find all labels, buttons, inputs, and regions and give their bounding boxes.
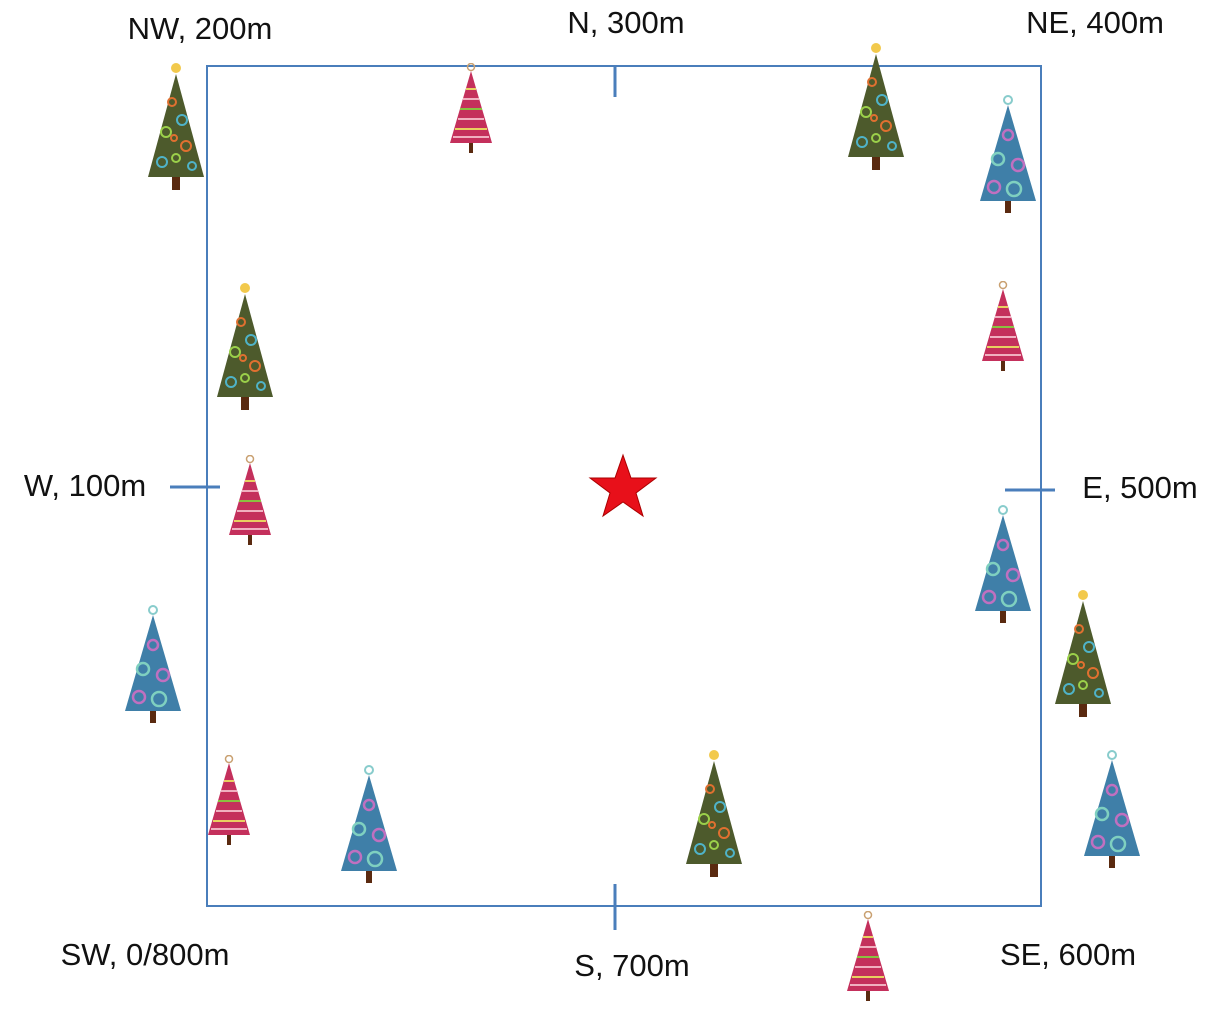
label-e: E, 500m (1082, 470, 1197, 505)
tree (216, 282, 274, 411)
label-ne: NE, 400m (1026, 5, 1164, 40)
tree (978, 95, 1038, 215)
label-s: S, 700m (574, 948, 689, 983)
tree (981, 281, 1025, 372)
label-n: N, 300m (567, 5, 684, 40)
tree (685, 749, 743, 878)
tree (847, 42, 905, 171)
label-se: SE, 600m (1000, 937, 1136, 972)
label-w: W, 100m (24, 468, 146, 503)
tree (1054, 589, 1112, 718)
tree (123, 605, 183, 725)
center-star (588, 453, 658, 518)
tree (846, 911, 890, 1002)
label-nw: NW, 200m (128, 11, 273, 46)
tree (339, 765, 399, 885)
tree (449, 63, 493, 154)
tree (973, 505, 1033, 625)
tree (207, 755, 251, 846)
label-sw: SW, 0/800m (61, 937, 230, 972)
tree (147, 62, 205, 191)
tree (1082, 750, 1142, 870)
tree (228, 455, 272, 546)
